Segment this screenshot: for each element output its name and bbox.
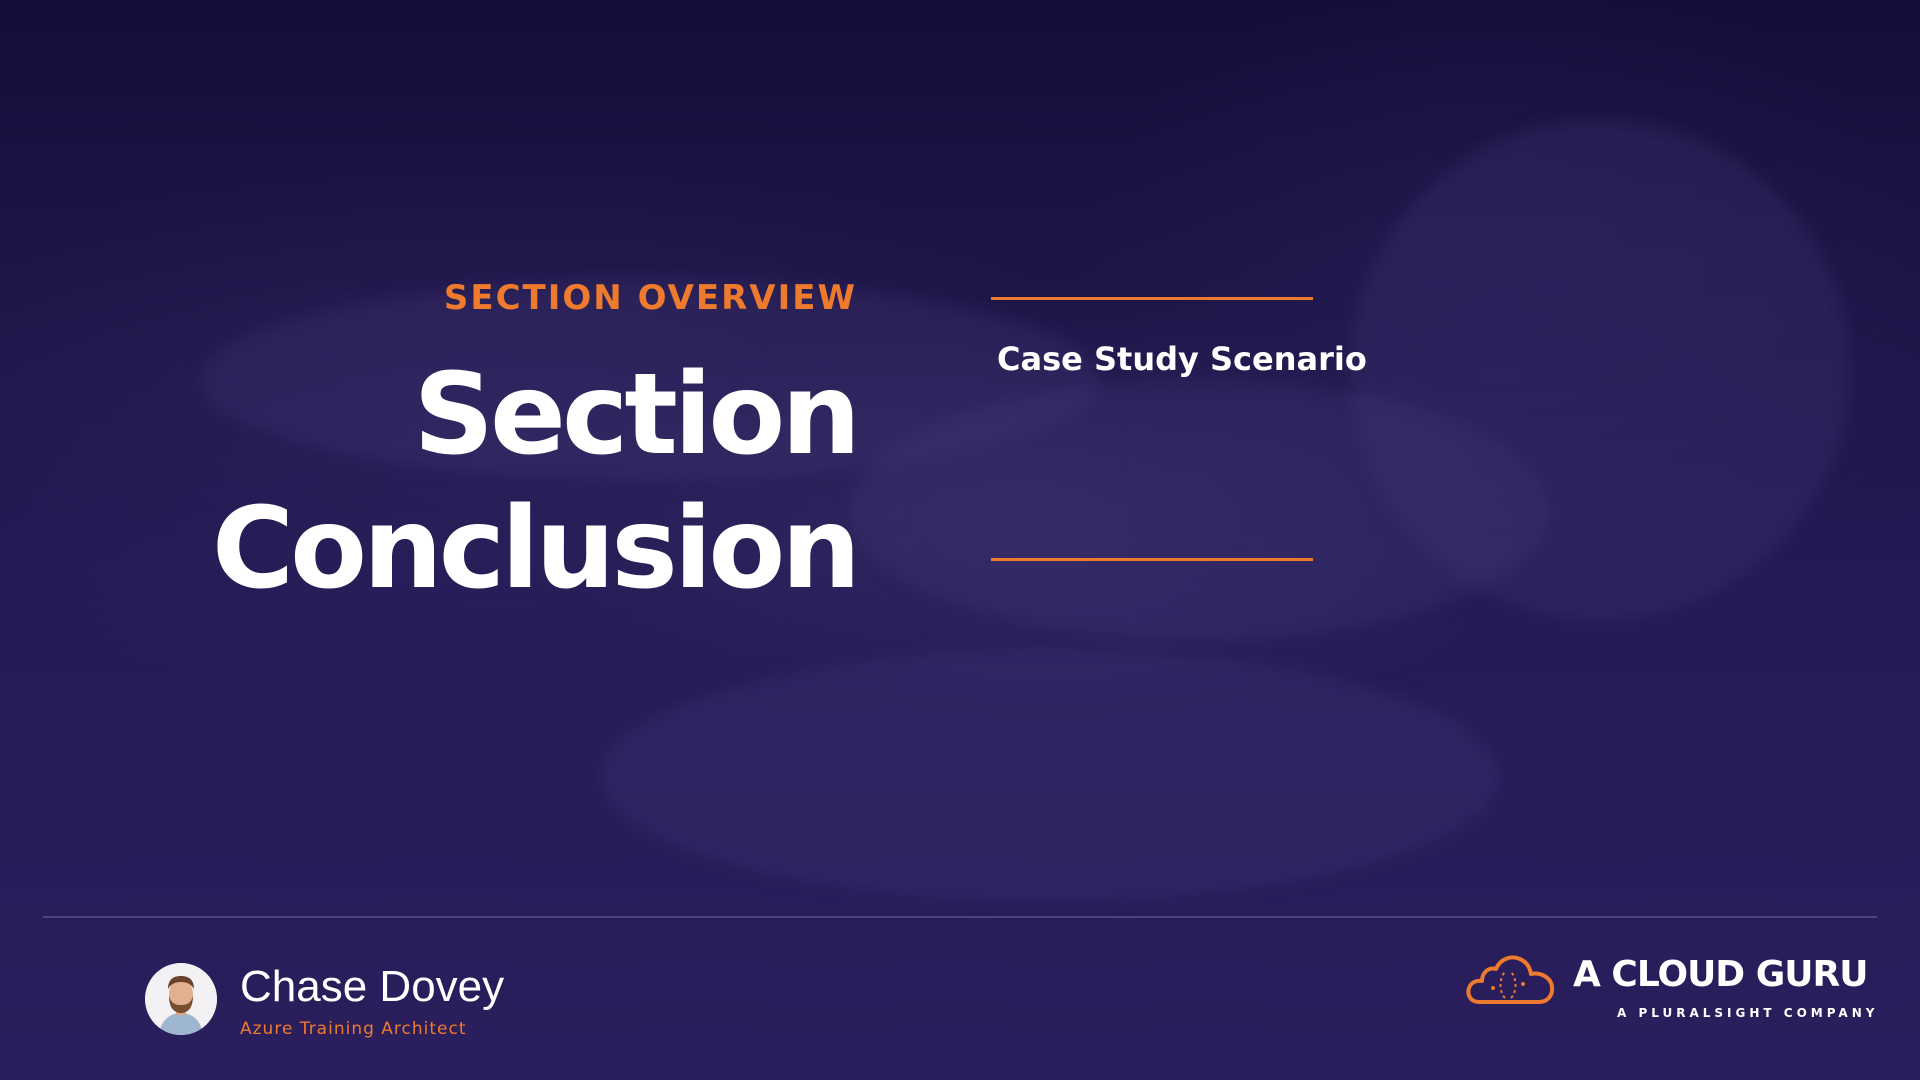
presenter-name: Chase Dovey: [240, 962, 504, 1012]
person-icon: [145, 963, 217, 1035]
section-label: SECTION OVERVIEW: [444, 278, 857, 318]
agenda-top-rule: [991, 297, 1313, 300]
presenter-avatar: [145, 963, 217, 1035]
brand-logo: A CLOUD GURU A PLURALSIGHT COMPANY: [1465, 950, 1885, 1020]
cloud-icon: [1465, 950, 1557, 1008]
footer-divider: [43, 916, 1877, 918]
slide-title-line-2: Conclusion: [212, 482, 857, 616]
agenda-bottom-rule: [991, 558, 1313, 561]
brand-tagline: A PLURALSIGHT COMPANY: [1617, 1006, 1878, 1020]
presenter-role: Azure Training Architect: [240, 1019, 467, 1039]
slide-title-line-1: Section: [212, 348, 857, 482]
agenda-item: Case Study Scenario: [997, 340, 1367, 378]
slide-title: Section Conclusion: [212, 348, 857, 616]
brand-name: A CLOUD GURU: [1573, 954, 1867, 995]
